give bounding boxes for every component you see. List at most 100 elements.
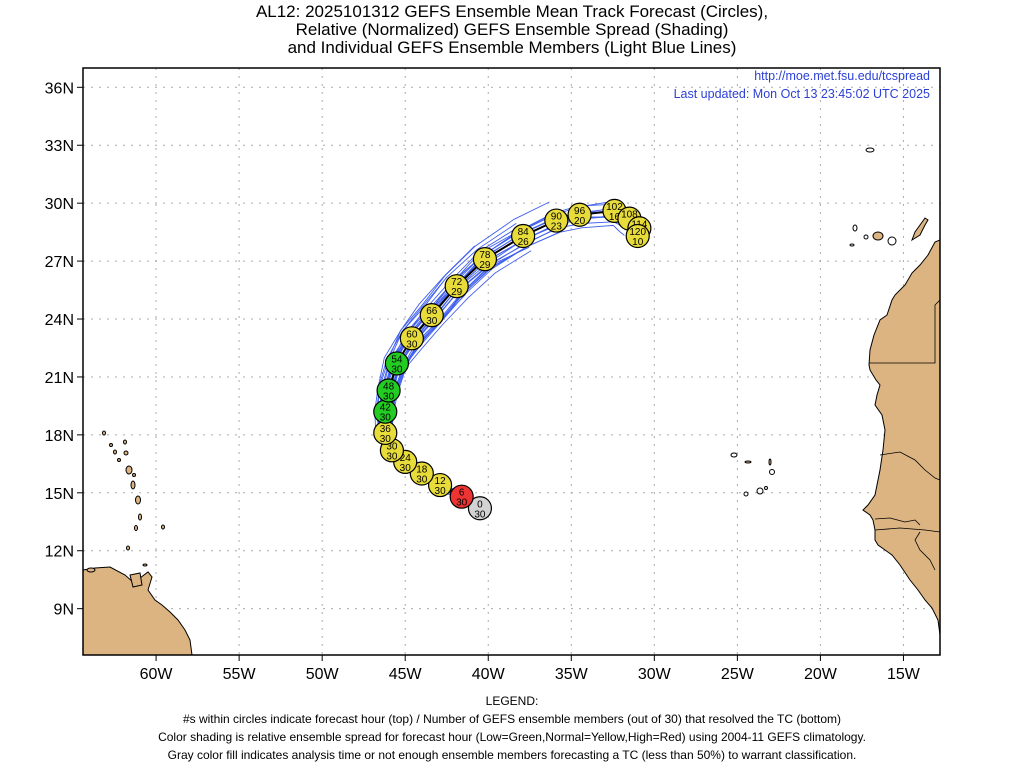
member-count-label: 30 [406,339,418,350]
legend-line-1: #s within circles indicate forecast hour… [182,712,842,726]
forecast-hour-label: 54 [391,354,403,365]
x-tick-label: 35W [555,666,589,683]
y-tick-label: 18N [45,428,74,445]
x-axis: 60W 55W 50W 45W 40W 35W 30W 25W 20W 15W [140,655,921,683]
legend-heading: LEGEND: [485,694,539,708]
forecast-circle [399,326,424,351]
member-count-label: 30 [386,451,398,462]
y-tick-label: 33N [45,138,74,155]
x-tick-label: 40W [472,666,506,683]
legend-line-3: Gray color fill indicates analysis time … [167,748,857,762]
forecast-hour-label: 42 [380,403,392,414]
member-count-label: 30 [426,316,438,327]
forecast-hour-label: 30 [386,441,398,452]
forecast-hour-label: 78 [479,250,491,261]
member-count-label: 30 [380,413,392,424]
forecast-hour-label: 48 [383,381,395,392]
forecast-circle [467,496,493,521]
forecast-circle [384,351,410,376]
forecast-circle [419,303,444,328]
member-count-label: 30 [435,486,447,497]
forecast-point: 630 [449,484,474,509]
member-count-label: 16 [609,212,621,223]
member-count-label: 29 [451,287,463,298]
forecast-hour-label: 60 [406,329,418,340]
land-africa [862,239,940,655]
y-tick-label: 24N [45,312,74,329]
title-line-1: AL12: 2025101312 GEFS Ensemble Mean Trac… [255,2,769,21]
y-tick-label: 21N [45,370,74,387]
forecast-hour-label: 12 [435,476,447,487]
plot-frame [82,67,941,656]
member-count-label: 30 [416,474,428,485]
forecast-circle [625,223,650,249]
member-count-label: 30 [474,509,486,520]
forecast-hour-label: 18 [416,464,428,475]
forecast-circle [444,274,469,299]
source-url-link[interactable]: http://moe.met.fsu.edu/tcspread [754,69,930,83]
forecast-circle [376,378,401,403]
forecast-hour-label: 36 [380,424,392,435]
forecast-hour-label: 6 [459,488,465,499]
forecast-hour-label: 24 [400,453,412,464]
legend-line-2: Color shading is relative ensemble sprea… [158,730,866,744]
land-atlantic-islands [730,147,929,497]
member-count-label: 29 [479,260,491,271]
mean-track-circles: 0306301230183024303030363042304830543060… [373,198,652,521]
member-count-label: 30 [456,498,468,509]
land-trinidad [129,572,143,588]
y-tick-label: 9N [54,602,74,619]
forecast-point: 030 [467,496,493,521]
x-tick-label: 15W [887,666,921,683]
africa-borders [869,299,940,571]
forecast-hour-label: 102 [606,202,623,213]
x-tick-label: 25W [721,666,755,683]
member-count-label: 30 [400,463,412,474]
forecast-circle [511,223,536,249]
member-count-label: 10 [632,237,644,248]
x-tick-label: 50W [306,666,340,683]
member-count-label: 30 [383,391,395,402]
x-tick-label: 55W [223,666,257,683]
member-count-label: 30 [391,364,403,375]
member-count-label: 30 [380,434,392,445]
y-tick-label: 12N [45,544,74,561]
forecast-circle [449,484,474,509]
forecast-hour-label: 90 [551,212,563,223]
member-count-label: 26 [518,237,530,248]
member-count-label: 20 [574,216,586,227]
last-updated-text: Last updated: Mon Oct 13 23:45:02 UTC 20… [673,87,930,101]
forecast-hour-label: 66 [426,306,438,317]
title-line-3: and Individual GEFS Ensemble Members (Li… [287,38,737,57]
forecast-hour-label: 108 [621,210,638,221]
y-tick-label: 27N [45,254,74,271]
forecast-hour-label: 96 [574,206,586,217]
forecast-circle [472,247,498,272]
y-axis: 36N 33N 30N 27N 24N 21N 18N 15N 12N 9N [45,80,83,619]
x-tick-label: 45W [389,666,423,683]
forecast-hour-label: 0 [477,499,483,510]
forecast-circle [544,208,569,233]
forecast-hour-label: 120 [629,227,646,238]
y-tick-label: 36N [45,80,74,97]
forecast-circle [409,461,434,486]
y-tick-label: 15N [45,486,74,503]
grid-lines [83,68,940,655]
forecast-hour-label: 84 [518,227,530,238]
forecast-circle [427,472,453,498]
member-count-label: 23 [551,222,563,233]
x-tick-label: 20W [804,666,838,683]
